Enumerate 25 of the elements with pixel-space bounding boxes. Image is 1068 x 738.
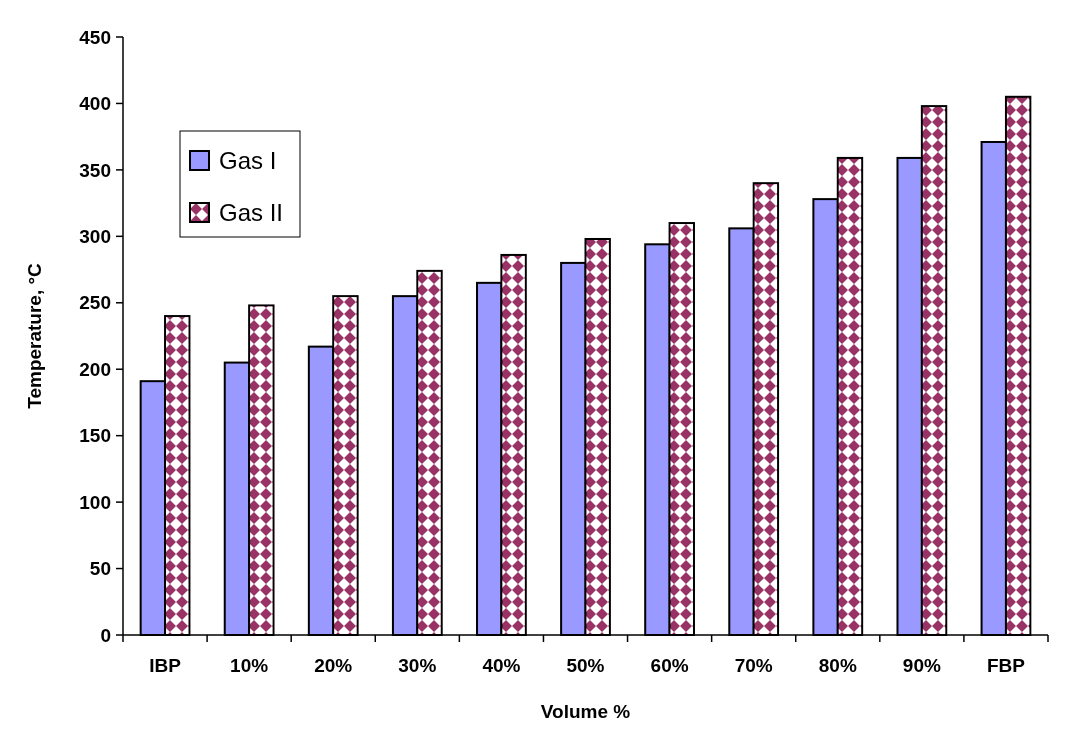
y-tick-label: 200: [79, 358, 111, 380]
x-tick-label: 10%: [230, 655, 269, 676]
y-tick-label: 400: [79, 93, 111, 115]
y-tick-label: 150: [79, 425, 111, 447]
x-tick-label: IBP: [149, 655, 182, 676]
x-tick-label: 70%: [734, 655, 773, 676]
x-axis-title: Volume %: [540, 701, 631, 722]
x-tick-label: 20%: [314, 655, 353, 676]
y-tick-label: 350: [79, 159, 111, 181]
y-tick-label: 250: [79, 292, 111, 314]
y-tick-label: 50: [89, 558, 111, 580]
y-tick-label: 300: [79, 225, 111, 247]
x-tick-label: 60%: [650, 655, 689, 676]
x-tick-label: FBP: [986, 655, 1026, 676]
x-tick-label: 90%: [902, 655, 941, 676]
legend-label: Gas I: [219, 147, 277, 175]
x-tick-label: 50%: [566, 655, 605, 676]
y-tick-label: 0: [100, 624, 111, 646]
legend-label: Gas II: [219, 199, 284, 227]
y-axis-title: Temperature, °C: [24, 262, 45, 409]
y-tick-label: 450: [79, 26, 111, 48]
y-tick-label: 100: [79, 491, 111, 513]
x-tick-label: 40%: [482, 655, 521, 676]
x-tick-label: 80%: [818, 655, 857, 676]
x-tick-label: 30%: [398, 655, 437, 676]
